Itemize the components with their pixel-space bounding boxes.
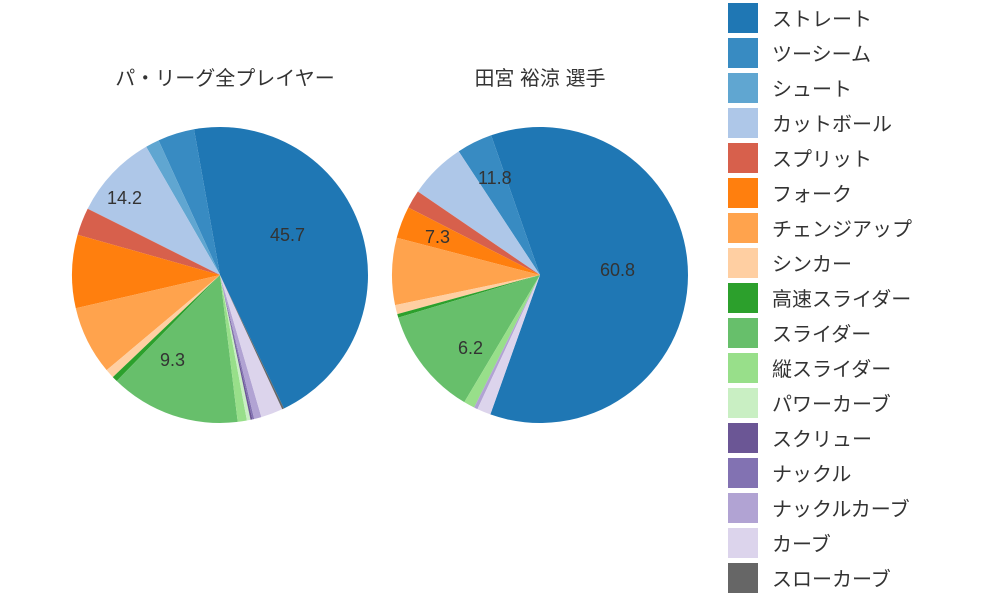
legend-swatch <box>728 3 758 33</box>
legend-swatch <box>728 353 758 383</box>
legend-item: フォーク <box>728 175 988 210</box>
legend-label: パワーカーブ <box>772 388 891 417</box>
pie-value-label: 45.7 <box>270 225 305 246</box>
legend-swatch <box>728 108 758 138</box>
legend-item: ナックル <box>728 455 988 490</box>
legend-swatch <box>728 528 758 558</box>
legend-label: シュート <box>772 73 852 102</box>
legend-swatch <box>728 563 758 593</box>
legend-label: カットボール <box>772 108 892 137</box>
legend-swatch <box>728 143 758 173</box>
legend-item: ツーシーム <box>728 35 988 70</box>
legend-swatch <box>728 493 758 523</box>
legend-swatch <box>728 178 758 208</box>
legend-swatch <box>728 38 758 68</box>
legend-label: スローカーブ <box>772 563 891 592</box>
chart-container: パ・リーグ全プレイヤー 田宮 裕涼 選手 45.79.314.260.86.27… <box>0 0 1000 600</box>
legend-item: 縦スライダー <box>728 350 988 385</box>
legend-label: スライダー <box>772 318 871 347</box>
legend-label: シンカー <box>772 248 852 277</box>
legend-swatch <box>728 423 758 453</box>
legend-swatch <box>728 458 758 488</box>
legend-swatch <box>728 248 758 278</box>
legend-item: シンカー <box>728 245 988 280</box>
legend-label: フォーク <box>772 178 852 207</box>
legend-swatch <box>728 283 758 313</box>
legend-swatch <box>728 318 758 348</box>
legend-item: シュート <box>728 70 988 105</box>
legend-item: スプリット <box>728 140 988 175</box>
legend-label: ナックル <box>772 458 851 487</box>
pie-value-label: 6.2 <box>458 338 483 359</box>
legend-item: スクリュー <box>728 420 988 455</box>
legend-item: カットボール <box>728 105 988 140</box>
legend-label: チェンジアップ <box>772 213 912 242</box>
legend-swatch <box>728 388 758 418</box>
pie-value-label: 7.3 <box>425 227 450 248</box>
legend-item: ナックルカーブ <box>728 490 988 525</box>
legend-item: カーブ <box>728 525 988 560</box>
legend-item: スライダー <box>728 315 988 350</box>
pie-value-label: 60.8 <box>600 260 635 281</box>
pie-value-label: 14.2 <box>107 188 142 209</box>
legend-label: 縦スライダー <box>772 353 891 382</box>
legend-label: ストレート <box>772 3 872 32</box>
pie-value-label: 9.3 <box>160 350 185 371</box>
legend-label: スプリット <box>772 143 872 172</box>
legend-item: ストレート <box>728 0 988 35</box>
pie-value-label: 11.8 <box>478 168 512 189</box>
legend-label: カーブ <box>772 528 831 557</box>
legend-swatch <box>728 213 758 243</box>
legend-swatch <box>728 73 758 103</box>
legend-item: チェンジアップ <box>728 210 988 245</box>
legend-item: 高速スライダー <box>728 280 988 315</box>
legend-label: スクリュー <box>772 423 872 452</box>
legend-item: パワーカーブ <box>728 385 988 420</box>
legend-label: ナックルカーブ <box>772 493 910 522</box>
legend-item: スローカーブ <box>728 560 988 595</box>
legend-label: ツーシーム <box>772 38 871 67</box>
legend: ストレートツーシームシュートカットボールスプリットフォークチェンジアップシンカー… <box>728 0 988 595</box>
legend-label: 高速スライダー <box>772 283 911 312</box>
